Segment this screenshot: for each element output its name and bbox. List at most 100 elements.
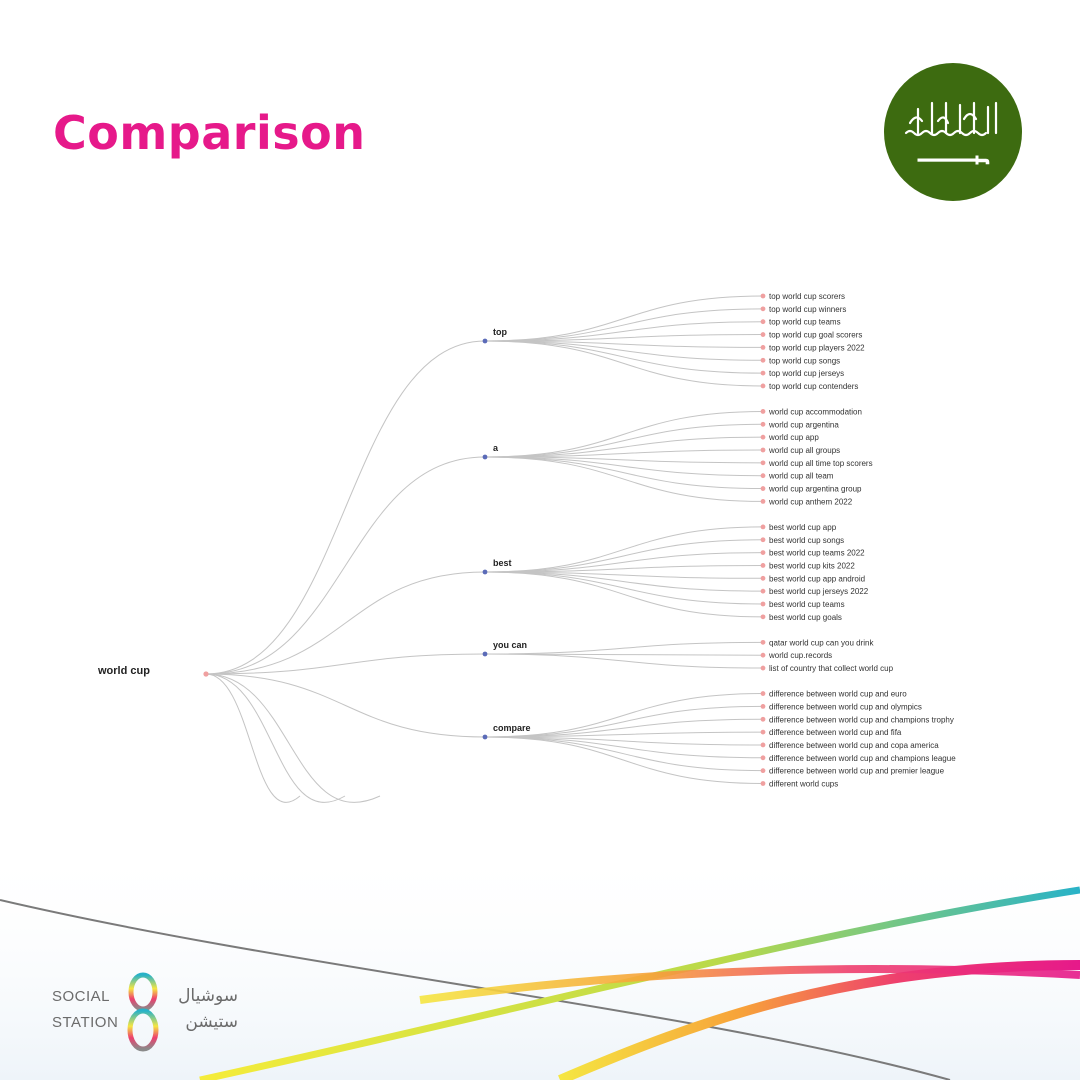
tree-link bbox=[484, 340, 764, 387]
leaf-node bbox=[760, 575, 766, 581]
tree-link bbox=[484, 340, 764, 348]
tree-link bbox=[484, 736, 764, 772]
leaf-node bbox=[760, 357, 766, 363]
leaf-node bbox=[760, 319, 766, 325]
leaf-label: best world cup app bbox=[769, 523, 837, 532]
leaf-node bbox=[760, 588, 766, 594]
leaf-node bbox=[760, 524, 766, 530]
leaf-node bbox=[760, 601, 766, 607]
tree-link bbox=[484, 718, 764, 738]
leaf-label: world cup anthem 2022 bbox=[768, 497, 853, 506]
leaf-node bbox=[760, 665, 766, 671]
tree-link bbox=[484, 653, 764, 669]
leaf-label: top world cup scorers bbox=[769, 292, 845, 301]
saudi-flag bbox=[884, 63, 1022, 201]
leaf-node bbox=[760, 742, 766, 748]
tree-link bbox=[484, 423, 764, 458]
branch-label: a bbox=[493, 443, 499, 453]
tree-link bbox=[484, 295, 764, 342]
brand-line-1: SOCIAL bbox=[52, 988, 111, 1005]
brand-ar-line-2: ستيشن bbox=[185, 1012, 238, 1032]
leaf-label: world cup.records bbox=[768, 651, 832, 660]
flag-background bbox=[884, 63, 1022, 201]
leaf-label: best world cup teams 2022 bbox=[769, 549, 865, 558]
tree-link bbox=[205, 673, 301, 803]
tree-link bbox=[205, 456, 486, 675]
tree-link bbox=[205, 673, 486, 738]
tree-link bbox=[484, 340, 764, 361]
leaf-node bbox=[760, 499, 766, 504]
leaf-node bbox=[760, 691, 766, 696]
leaf-node bbox=[760, 639, 766, 645]
tree-link bbox=[484, 736, 764, 759]
branch-node bbox=[482, 569, 488, 575]
leaf-label: world cup argentina bbox=[768, 420, 839, 429]
leaf-label: difference between world cup and euro bbox=[769, 690, 907, 699]
tree-link bbox=[484, 731, 764, 738]
leaf-label: qatar world cup can you drink bbox=[769, 638, 875, 647]
tree-link bbox=[484, 571, 764, 618]
tree-link bbox=[484, 641, 764, 655]
brand-ar-line-1: سوشيال bbox=[178, 986, 238, 1006]
leaf-node bbox=[760, 537, 766, 543]
leaf-label: top world cup teams bbox=[769, 318, 841, 327]
tree-link bbox=[484, 693, 764, 738]
tree-link bbox=[484, 449, 764, 458]
leaf-label: world cup all time top scorers bbox=[768, 459, 873, 468]
leaf-label: top world cup songs bbox=[769, 356, 840, 365]
leaf-label: world cup all groups bbox=[768, 446, 840, 455]
tree-link bbox=[484, 552, 764, 573]
leaf-node bbox=[760, 563, 766, 568]
leaf-node bbox=[760, 473, 766, 479]
leaf-label: top world cup players 2022 bbox=[769, 343, 865, 352]
leaf-label: list of country that collect world cup bbox=[769, 664, 894, 673]
leaf-node bbox=[760, 293, 766, 299]
tree-link bbox=[484, 736, 764, 784]
tree-link bbox=[484, 436, 764, 458]
leaf-label: top world cup jerseys bbox=[769, 369, 844, 378]
leaf-node bbox=[760, 370, 766, 376]
tree-link bbox=[205, 340, 486, 675]
leaf-label: world cup accommodation bbox=[768, 407, 862, 416]
flag-inscription bbox=[904, 101, 998, 137]
tree-link bbox=[205, 673, 381, 803]
tree-link bbox=[484, 564, 764, 573]
leaf-label: best world cup songs bbox=[769, 536, 844, 545]
leaf-node bbox=[760, 781, 766, 786]
leaf-node bbox=[760, 447, 766, 453]
leaf-label: world cup argentina group bbox=[768, 485, 862, 494]
leaf-node bbox=[760, 729, 766, 735]
tree-link bbox=[484, 653, 764, 656]
leaf-node bbox=[760, 614, 766, 620]
infinity-8-icon bbox=[127, 972, 159, 1052]
branch-label: compare bbox=[493, 723, 531, 733]
leaf-label: difference between world cup and champio… bbox=[769, 715, 954, 724]
tree-link bbox=[484, 321, 764, 342]
tree-link bbox=[484, 456, 764, 464]
branch-label: best bbox=[493, 558, 512, 568]
leaf-node bbox=[760, 550, 766, 555]
leaf-node bbox=[760, 345, 766, 350]
leaf-label: best world cup jerseys 2022 bbox=[769, 587, 869, 596]
tree-link bbox=[484, 456, 764, 477]
leaf-node bbox=[760, 768, 766, 774]
branch-node bbox=[482, 454, 488, 460]
tree-link bbox=[484, 308, 764, 342]
leaf-label: top world cup winners bbox=[769, 305, 846, 314]
leaf-node bbox=[760, 409, 766, 414]
tree-link bbox=[484, 526, 764, 573]
leaf-node bbox=[760, 421, 766, 427]
tree-link bbox=[484, 571, 764, 592]
tree-link bbox=[484, 571, 764, 579]
flag-sword bbox=[917, 155, 990, 165]
branch-node bbox=[482, 338, 488, 344]
leaf-label: difference between world cup and premier… bbox=[769, 767, 945, 776]
tree-link bbox=[484, 736, 764, 746]
leaf-node bbox=[760, 460, 766, 466]
root-node bbox=[203, 671, 209, 677]
leaf-node bbox=[760, 704, 766, 709]
tree-link bbox=[484, 539, 764, 573]
leaf-node bbox=[760, 306, 766, 312]
leaf-node bbox=[760, 332, 766, 337]
